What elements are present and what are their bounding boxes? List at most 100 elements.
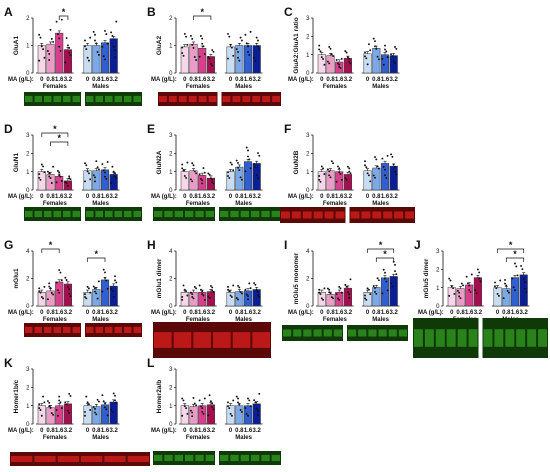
data-point xyxy=(369,180,372,183)
x-prefix-label: MA (g/L): xyxy=(151,428,177,434)
data-point xyxy=(94,33,96,36)
bar xyxy=(343,287,352,307)
data-point xyxy=(335,59,338,61)
data-point xyxy=(505,284,508,287)
bar xyxy=(510,277,520,307)
data-point xyxy=(245,412,248,415)
blot-band xyxy=(86,210,94,218)
data-point xyxy=(199,288,202,291)
data-point xyxy=(247,45,249,48)
data-point xyxy=(114,399,116,402)
group-label: Males xyxy=(92,84,109,90)
data-point xyxy=(89,36,92,39)
data-point xyxy=(340,57,343,60)
data-point xyxy=(201,182,204,185)
blot-band xyxy=(44,95,52,103)
bar xyxy=(226,292,235,307)
x-tick-label: 0.8 xyxy=(235,428,244,434)
data-point xyxy=(199,177,202,180)
data-point xyxy=(101,394,104,397)
data-point xyxy=(504,282,506,285)
data-point xyxy=(55,181,58,184)
data-point xyxy=(68,411,71,414)
data-point xyxy=(104,406,106,409)
data-point xyxy=(346,165,349,168)
data-point xyxy=(65,37,68,39)
data-point xyxy=(254,401,257,404)
data-point xyxy=(394,165,396,168)
data-point xyxy=(384,168,386,171)
blot-band xyxy=(95,326,103,334)
bar xyxy=(226,171,235,191)
group-label: Females xyxy=(186,435,211,441)
data-point xyxy=(68,46,71,49)
blot-band xyxy=(333,329,342,337)
data-point xyxy=(381,157,384,160)
data-point xyxy=(38,290,41,293)
western-blot xyxy=(85,323,142,337)
western-blot xyxy=(482,318,548,358)
blot-band xyxy=(527,329,537,347)
y-axis-label: GluA1 xyxy=(13,36,20,56)
data-point xyxy=(348,297,351,299)
blot-band xyxy=(114,210,122,218)
data-point xyxy=(58,291,61,294)
data-point xyxy=(102,268,105,271)
data-point xyxy=(185,176,188,179)
data-point xyxy=(48,405,51,408)
x-tick-label: 3.2 xyxy=(110,310,119,316)
blot-band xyxy=(252,332,270,348)
data-point xyxy=(64,276,67,279)
data-point xyxy=(58,37,61,40)
data-point xyxy=(258,295,261,298)
data-point xyxy=(228,35,231,38)
blot-band xyxy=(251,210,260,218)
bar xyxy=(252,403,261,425)
blot-band xyxy=(53,210,61,218)
data-point xyxy=(244,33,247,36)
blot-band xyxy=(105,210,113,218)
blot-band xyxy=(271,454,280,462)
bar xyxy=(206,404,215,425)
x-tick-label: 0.8 xyxy=(456,310,465,316)
data-point xyxy=(55,20,58,23)
blot-band xyxy=(114,326,122,334)
blot-band xyxy=(232,332,251,348)
y-tick-label: 1 xyxy=(26,170,30,176)
data-point xyxy=(240,178,243,181)
data-point xyxy=(114,49,116,52)
data-point xyxy=(253,56,256,59)
blot-band xyxy=(483,329,493,347)
data-point xyxy=(112,45,115,48)
blot-band xyxy=(252,95,261,103)
data-point xyxy=(69,54,72,57)
data-point xyxy=(38,176,41,179)
blot-band xyxy=(232,95,241,103)
data-point xyxy=(181,167,184,170)
blot-band xyxy=(251,454,260,462)
data-point xyxy=(43,401,46,404)
data-point xyxy=(318,288,321,291)
x-tick-label: 1.6 xyxy=(381,194,390,200)
data-point xyxy=(329,292,332,295)
x-tick-label: 3.2 xyxy=(344,194,353,200)
x-tick-label: 3.2 xyxy=(390,310,399,316)
data-point xyxy=(104,29,106,32)
data-point xyxy=(84,414,86,417)
x-tick-label: 0 xyxy=(320,310,324,316)
data-point xyxy=(195,404,198,407)
data-point xyxy=(208,297,211,299)
x-tick-label: 1.6 xyxy=(101,310,110,316)
bar xyxy=(343,174,352,191)
x-tick-label: 3.2 xyxy=(344,77,353,83)
data-point xyxy=(244,407,247,410)
group-label: Females xyxy=(43,201,68,207)
data-point xyxy=(201,42,204,45)
data-point xyxy=(191,411,194,414)
data-point xyxy=(49,28,52,31)
blot-band xyxy=(164,210,173,218)
data-point xyxy=(377,58,380,61)
group-label: Males xyxy=(372,317,389,323)
data-point xyxy=(348,170,351,173)
